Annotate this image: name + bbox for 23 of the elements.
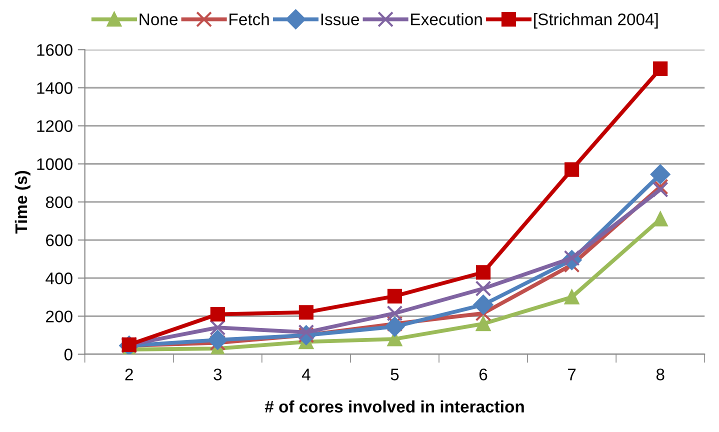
legend-label: [Strichman 2004] [534,13,658,29]
y-tick-label: 1200 [37,120,72,132]
x-tick-label: 7 [568,368,576,380]
x-axis-title: # of cores involved in interaction [264,400,524,413]
x-tick-label: 4 [302,368,310,380]
y-tick-label: 400 [46,272,72,284]
y-tick-label: 1600 [37,44,72,56]
x-tick-label: 3 [214,368,222,380]
legend-label: Execution [411,13,482,26]
y-tick-label: 0 [64,348,72,360]
legend-label: Issue [321,14,359,26]
y-tick-label: 600 [46,234,72,246]
x-tick-label: 5 [390,368,399,380]
y-tick-label: 1400 [37,82,72,94]
y-tick-label: 200 [46,310,72,322]
legend-label: None [140,14,178,26]
y-tick-label: 1000 [37,158,72,170]
y-axis-title: Time (s) [14,170,30,234]
legend-label: Fetch [230,13,269,26]
x-tick-label: 6 [479,368,488,380]
y-tick-label: 800 [46,196,72,208]
x-tick-label: 2 [125,368,133,380]
x-tick-label: 8 [656,368,664,380]
